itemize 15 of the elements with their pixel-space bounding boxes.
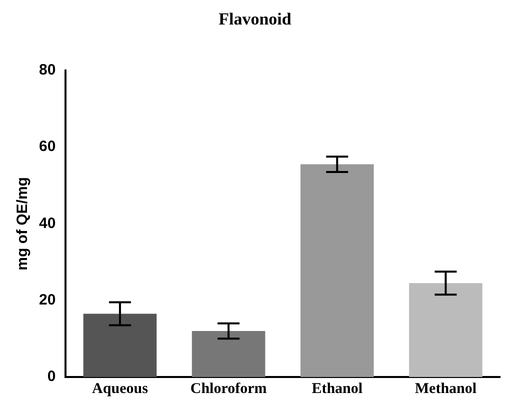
y-tick-label: 40 xyxy=(38,214,56,232)
y-tick-label: 80 xyxy=(38,62,56,79)
chart-title: Flavonoid xyxy=(218,10,292,29)
bar xyxy=(192,331,266,377)
y-tick-label: 0 xyxy=(47,368,56,386)
y-tick-label: 20 xyxy=(38,291,56,308)
x-tick-label: Aqueous xyxy=(92,380,148,397)
x-tick-label: Chloroform xyxy=(190,380,268,397)
bar xyxy=(409,283,482,377)
y-tick-label: 60 xyxy=(38,138,56,156)
y-axis-title: mg of QE/mg xyxy=(14,177,32,270)
x-tick-label: Methanol xyxy=(414,380,477,397)
bar xyxy=(300,164,374,377)
x-tick-label: Ethanol xyxy=(312,380,363,397)
bar xyxy=(83,314,157,377)
